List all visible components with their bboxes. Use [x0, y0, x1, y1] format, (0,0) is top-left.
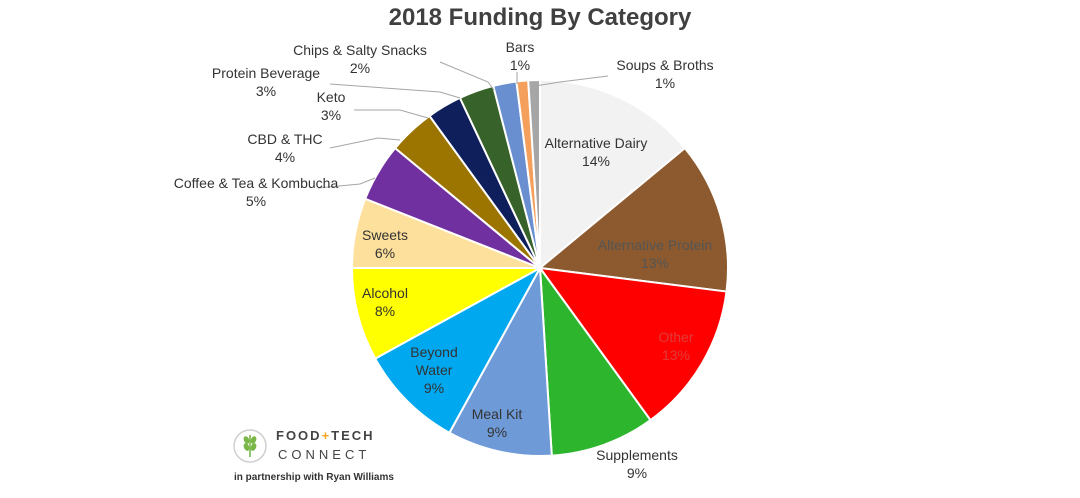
logo-tagline: in partnership with Ryan Williams: [234, 472, 394, 483]
slice-name: Alcohol: [362, 285, 408, 301]
leader-line-keto: [354, 109, 429, 119]
logo-food: FOOD: [276, 428, 322, 443]
leader-line-coffee-tea-kombucha: [317, 177, 376, 189]
leader-line-protein-beverage: [329, 83, 461, 99]
slice-label-chips-salty-snacks: Chips & Salty Snacks 2%: [293, 42, 427, 76]
slice-name: Water: [416, 362, 453, 378]
slice-percent: 13%: [641, 255, 669, 271]
pie-slice-alternative-dairy: [539, 78, 687, 271]
slice-label-alternative-dairy: Alternative Dairy 14%: [545, 135, 648, 169]
slice-label-cbd-thc: CBD & THC 4%: [247, 131, 322, 165]
slice-label-beyond-water: Beyond Water 9%: [410, 344, 457, 396]
pie-slice-beyond-water: [373, 265, 543, 435]
slice-percent: 14%: [582, 153, 610, 169]
slice-name: Other: [658, 329, 693, 345]
slice-name: Protein Beverage: [212, 65, 320, 81]
logo-wordmark-top: FOOD+TECH: [276, 428, 375, 443]
pie-slices: [350, 78, 729, 457]
food-tech-connect-logo: FOOD+TECH CONNECT in partnership with Ry…: [228, 420, 403, 490]
slice-label-alternative-protein: Alternative Protein 13%: [598, 237, 712, 271]
slice-name: Chips & Salty Snacks: [293, 42, 427, 58]
slice-percent: 9%: [424, 380, 444, 396]
slice-percent: 13%: [662, 347, 690, 363]
slice-name: Coffee & Tea & Kombucha: [174, 175, 339, 191]
slice-percent: 9%: [487, 424, 507, 440]
chart-title: 2018 Funding By Category: [388, 4, 692, 31]
leader-line-chips-salty-snacks: [439, 61, 495, 91]
pie-slice-soups-broths: [527, 78, 541, 269]
slice-percent: 5%: [246, 193, 266, 209]
slice-name: CBD & THC: [247, 131, 322, 147]
pie-slice-supplements: [538, 264, 652, 457]
leader-line-soups-broths: [534, 75, 609, 87]
slice-name: Soups & Broths: [616, 57, 713, 73]
pie-slice-alternative-protein: [537, 146, 729, 293]
slice-label-other: Other 13%: [658, 329, 693, 363]
slice-name: Bars: [506, 39, 535, 55]
slice-label-coffee-tea-kombucha: Coffee & Tea & Kombucha 5%: [174, 175, 339, 209]
slice-label-keto: Keto 3%: [317, 89, 346, 123]
slice-name: Alternative Dairy: [545, 135, 648, 151]
slice-name: Supplements: [596, 447, 678, 463]
slice-percent: 3%: [256, 83, 276, 99]
slice-name: Sweets: [362, 227, 408, 243]
slice-label-protein-beverage: Protein Beverage 3%: [212, 65, 320, 99]
slice-percent: 1%: [655, 75, 675, 91]
pie-slice-alcohol: [350, 267, 541, 360]
slice-label-soups-broths: Soups & Broths 1%: [616, 57, 713, 91]
leader-line-cbd-thc: [329, 137, 401, 149]
slice-percent: 1%: [510, 57, 530, 73]
logo-plus: +: [321, 428, 332, 443]
slice-name: Meal Kit: [472, 406, 523, 422]
pie-slice-meal-kit: [448, 264, 553, 457]
pie-slice-other: [537, 266, 728, 422]
slice-label-sweets: Sweets 6%: [362, 227, 408, 261]
slice-percent: 8%: [375, 303, 395, 319]
slice-label-alcohol: Alcohol 8%: [362, 285, 408, 319]
slice-percent: 9%: [627, 465, 647, 481]
slice-label-bars: Bars 1%: [506, 39, 535, 73]
slice-percent: 3%: [321, 107, 341, 123]
logo-tech: TECH: [331, 428, 375, 443]
slice-name: Keto: [317, 89, 346, 105]
slice-percent: 4%: [275, 149, 295, 165]
slice-name: Beyond: [410, 344, 457, 360]
leader-lines: [317, 61, 609, 189]
wheat-leaf-icon: [233, 429, 267, 463]
slice-label-meal-kit: Meal Kit 9%: [472, 406, 523, 440]
slice-labels: Alternative Dairy 14% Alternative Protein 1…: [174, 39, 714, 481]
slice-percent: 6%: [375, 245, 395, 261]
slice-name: Alternative Protein: [598, 237, 712, 253]
logo-wordmark-bottom: CONNECT: [278, 447, 371, 462]
slice-percent: 2%: [350, 60, 370, 76]
slice-label-supplements: Supplements 9%: [596, 447, 678, 481]
